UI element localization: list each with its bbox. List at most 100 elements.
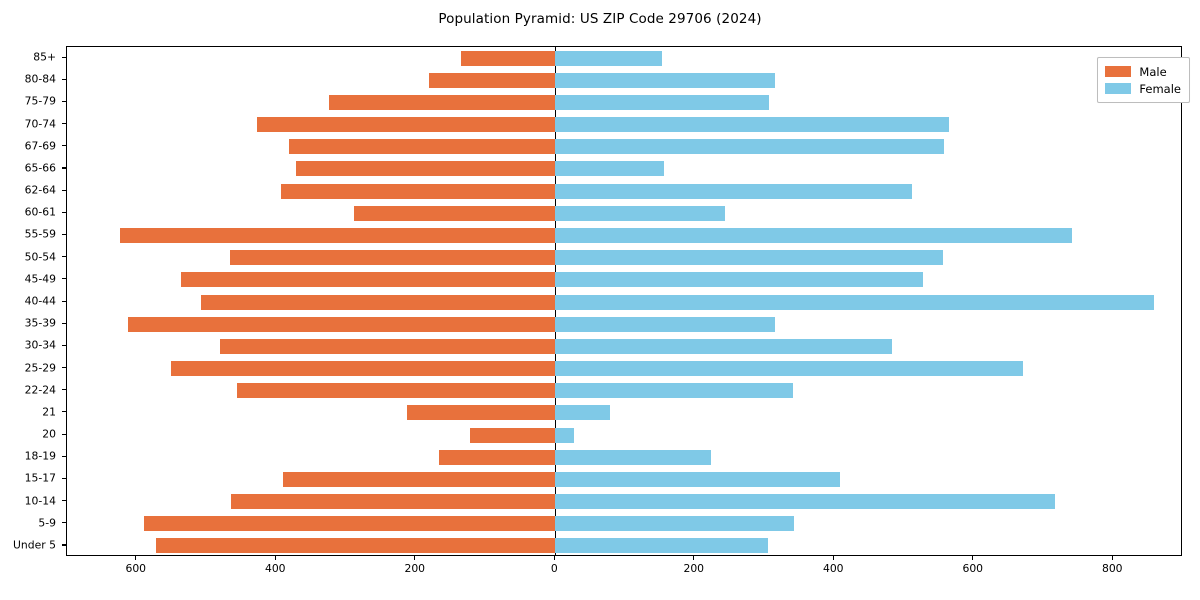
plot-inner — [67, 47, 1181, 555]
y-tick-mark — [62, 256, 66, 258]
y-tick-mark — [62, 389, 66, 391]
x-tick-label-400-5: 400 — [822, 562, 844, 575]
x-tick-label-200-2: 200 — [404, 562, 426, 575]
y-tick-label-75-79: 75-79 — [24, 94, 56, 108]
y-tick-mark — [62, 278, 66, 280]
plot-area — [66, 46, 1182, 556]
y-tick-label-85-: 85+ — [33, 50, 56, 64]
bar-male-60-61 — [354, 205, 556, 221]
y-tick-label-5-9: 5-9 — [38, 516, 56, 530]
y-tick-mark — [62, 78, 66, 80]
bar-male-18-19 — [438, 449, 556, 465]
bar-male-67-69 — [288, 139, 556, 155]
y-tick-label-18-19: 18-19 — [24, 449, 56, 463]
y-axis: 85+ 80-84 75-79 70-74 67-69 65-66 62-64 60-61 55… — [0, 46, 66, 556]
y-tick-mark — [62, 56, 66, 58]
bar-male-62-64 — [281, 183, 556, 199]
y-tick-mark — [62, 189, 66, 191]
bar-female-25-29 — [555, 361, 1023, 377]
bar-female-35-39 — [555, 316, 775, 332]
bar-female-50-54 — [555, 250, 944, 266]
bar-female-30-34 — [555, 338, 893, 354]
bar-female-65-66 — [555, 161, 665, 177]
bar-female-62-64 — [555, 183, 913, 199]
y-tick-mark — [62, 522, 66, 524]
x-axis: 600 400 200 0 200 400 600 800 — [66, 556, 1182, 586]
y-tick-label-50-54: 50-54 — [24, 250, 56, 264]
y-tick-mark — [62, 167, 66, 169]
bar-male-21 — [407, 405, 556, 421]
bar-female-45-49 — [555, 272, 923, 288]
bar-female-60-61 — [555, 205, 726, 221]
bar-male-85- — [461, 50, 556, 66]
legend-item-female: Female — [1105, 80, 1181, 97]
y-tick-mark — [62, 433, 66, 435]
bar-female-85- — [555, 50, 662, 66]
bar-female-75-79 — [555, 94, 770, 110]
y-tick-mark — [62, 344, 66, 346]
bar-female-under-5 — [555, 538, 768, 554]
x-tick-mark — [693, 556, 695, 560]
x-tick-mark — [972, 556, 974, 560]
chart-legend: Male Female — [1097, 57, 1190, 103]
x-tick-label-600-6: 600 — [962, 562, 984, 575]
y-tick-label-80-84: 80-84 — [24, 72, 56, 86]
bar-male-70-74 — [256, 117, 556, 133]
y-tick-label-10-14: 10-14 — [24, 494, 56, 508]
x-tick-label-400-1: 400 — [264, 562, 286, 575]
y-tick-label-40-44: 40-44 — [24, 294, 56, 308]
bar-female-5-9 — [555, 516, 794, 532]
x-tick-mark — [553, 556, 555, 560]
bar-female-22-24 — [555, 383, 794, 399]
x-tick-label-800-7: 800 — [1101, 562, 1123, 575]
y-tick-mark — [62, 145, 66, 147]
y-tick-label-under-5: Under 5 — [13, 538, 56, 552]
x-tick-mark — [135, 556, 137, 560]
y-tick-label-45-49: 45-49 — [24, 272, 56, 286]
bar-male-25-29 — [170, 361, 556, 377]
bar-male-30-34 — [219, 338, 556, 354]
y-tick-label-60-61: 60-61 — [24, 205, 56, 219]
bar-female-70-74 — [555, 117, 949, 133]
bar-male-45-49 — [181, 272, 556, 288]
x-tick-label-0-3: 0 — [550, 562, 558, 575]
bar-male-75-79 — [328, 94, 556, 110]
x-tick-mark — [832, 556, 834, 560]
bar-male-65-66 — [295, 161, 556, 177]
y-tick-mark — [62, 123, 66, 125]
chart-title: Population Pyramid: US ZIP Code 29706 (2… — [438, 11, 762, 27]
y-tick-mark — [62, 367, 66, 369]
y-tick-label-20: 20 — [42, 427, 56, 441]
bar-male-10-14 — [230, 494, 556, 510]
y-tick-mark — [62, 544, 66, 546]
bar-male-55-59 — [120, 227, 556, 243]
y-tick-label-22-24: 22-24 — [24, 383, 56, 397]
y-tick-mark — [62, 233, 66, 236]
y-tick-mark — [62, 500, 66, 502]
y-tick-mark — [62, 322, 66, 324]
y-tick-label-25-29: 25-29 — [24, 361, 56, 375]
bar-female-55-59 — [555, 227, 1073, 243]
bar-male-80-84 — [429, 72, 556, 88]
bar-male-under-5 — [155, 538, 556, 554]
y-tick-mark — [62, 411, 66, 413]
bar-male-50-54 — [229, 250, 556, 266]
y-tick-label-55-59: 55-59 — [24, 227, 56, 241]
x-tick-label-600-0: 600 — [125, 562, 147, 575]
bar-male-22-24 — [237, 383, 556, 399]
bar-male-20 — [470, 427, 556, 443]
bar-male-5-9 — [144, 516, 556, 532]
bar-male-15-17 — [283, 471, 556, 487]
y-tick-label-70-74: 70-74 — [24, 117, 56, 131]
bar-female-40-44 — [555, 294, 1155, 310]
legend-swatch-female-icon — [1105, 83, 1132, 94]
bar-male-40-44 — [200, 294, 556, 310]
y-tick-label-15-17: 15-17 — [24, 471, 56, 485]
bar-female-21 — [555, 405, 611, 421]
x-tick-label-200-4: 200 — [683, 562, 705, 575]
bar-female-80-84 — [555, 72, 775, 88]
bar-female-15-17 — [555, 471, 840, 487]
y-tick-label-21: 21 — [42, 405, 56, 419]
y-tick-label-30-34: 30-34 — [24, 338, 56, 352]
